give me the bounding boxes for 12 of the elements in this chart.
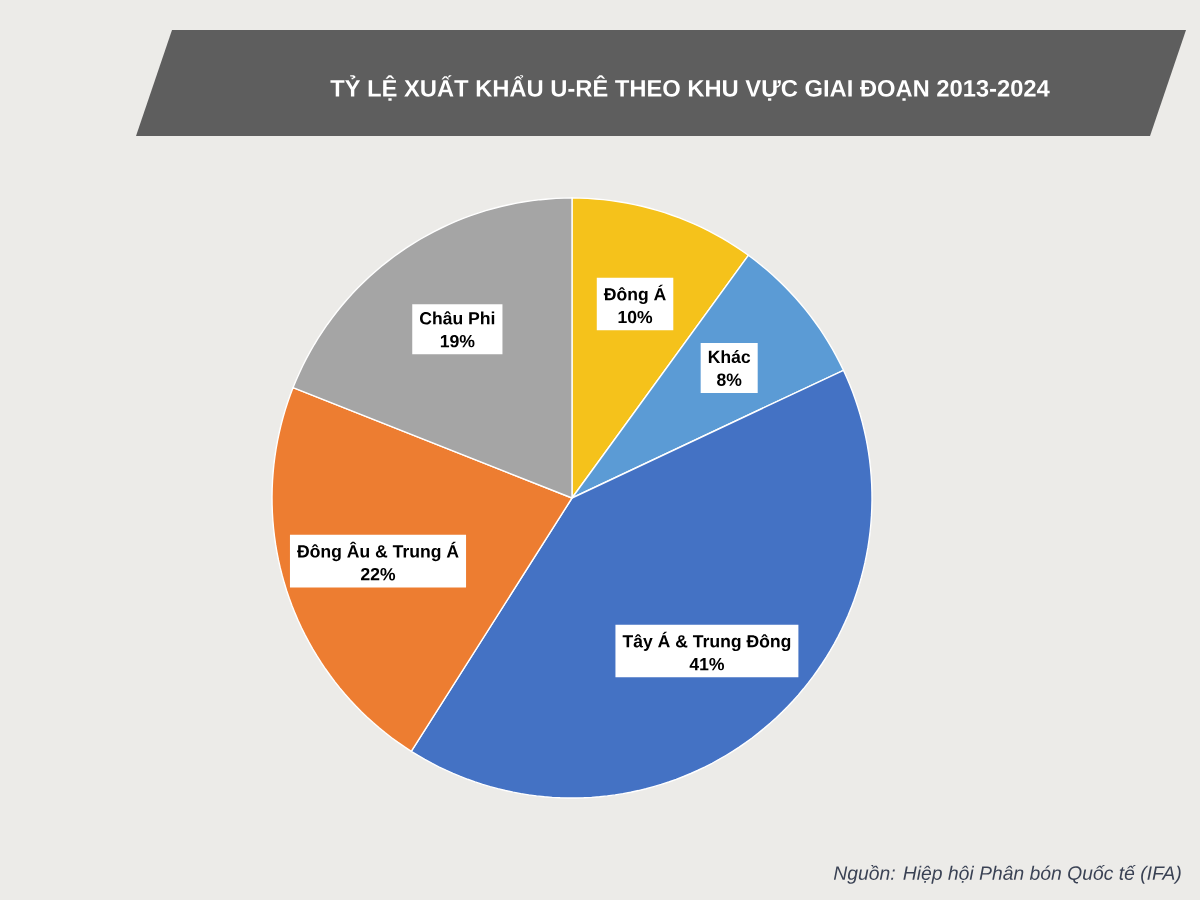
slice-label: Khác bbox=[708, 350, 751, 364]
slice-label: Châu Phi bbox=[419, 311, 495, 325]
data-label: 22% bbox=[361, 567, 396, 581]
text: Nguồn: Hiệp hội Phân bón Quốc tế (IFA) bbox=[833, 864, 1181, 884]
slice-label: Đông Á bbox=[603, 284, 666, 304]
data-label: 8% bbox=[717, 373, 742, 386]
chart-title: TỶ LỆ XUẤT KHẨU U-RÊ THEO KHU VỰC GIAI ĐOẠN 2013-2024 bbox=[330, 75, 1050, 101]
slice-label: Tây Á & Trung Đông bbox=[622, 631, 791, 652]
data-label: 10% bbox=[618, 310, 653, 324]
data-label: 19% bbox=[440, 334, 475, 348]
slice-label: Đông Âu & Trung Á bbox=[297, 541, 459, 562]
data-label: 41% bbox=[689, 657, 725, 671]
